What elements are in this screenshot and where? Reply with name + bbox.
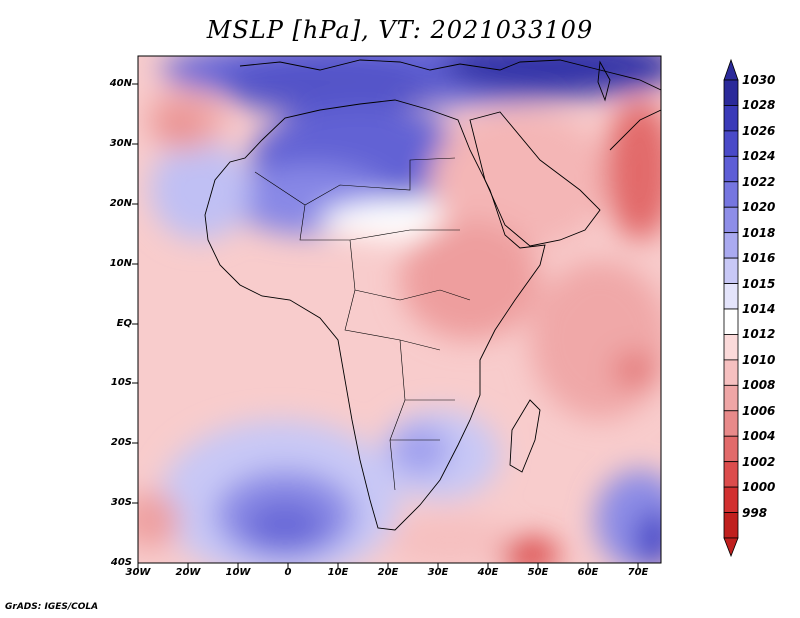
lon-label: 60E (577, 567, 599, 578)
lon-label: 50E (527, 567, 549, 578)
lat-label: 20S (110, 437, 132, 448)
colorbar-swatch (723, 410, 739, 437)
footer-credit: GrADS: IGES/COLA (5, 602, 99, 612)
borders (254, 157, 471, 491)
lat-label: 30S (110, 497, 132, 508)
lon-label: 10E (327, 567, 349, 578)
colorbar-level-label: 1028 (742, 98, 776, 113)
colorbar-top-arrow (723, 58, 739, 81)
lon-label: 40E (477, 567, 499, 578)
lat-label: EQ (116, 318, 132, 329)
colorbar-swatch (723, 486, 739, 513)
plot-frame (137, 55, 662, 564)
colorbar-level-label: 1015 (742, 276, 776, 291)
colorbar-swatch (723, 232, 739, 259)
colorbar-bottom-arrow (723, 537, 739, 558)
colorbar-level-label: 1012 (742, 327, 776, 342)
lon-label: 0 (284, 567, 292, 578)
madagascar-outline (509, 399, 541, 473)
colorbar-swatch (723, 512, 739, 539)
lat-label: 10S (110, 377, 132, 388)
colorbar-swatch (723, 283, 739, 310)
colorbar-swatch (723, 334, 739, 361)
colorbar-swatch (723, 130, 739, 157)
caspian-outline (597, 60, 611, 102)
colorbar-swatch (723, 384, 739, 412)
lat-label: 40N (109, 78, 132, 89)
lon-label: 20E (377, 567, 399, 578)
africa-outline (204, 99, 546, 531)
colorbar-level-label: 1010 (742, 352, 776, 367)
europe-outline (239, 59, 661, 91)
colorbar-level-label: 1002 (742, 454, 776, 469)
lon-label: 70E (627, 567, 649, 578)
lat-label: 10N (109, 258, 132, 269)
lon-label: 30W (125, 567, 151, 578)
colorbar-level-label: 1020 (742, 200, 776, 215)
tick-marks (132, 83, 639, 569)
lat-label: 20N (109, 198, 132, 209)
coastlines (204, 59, 661, 531)
map-title: MSLP [hPa], VT: 2021033109 (206, 16, 594, 44)
colorbar-swatch (723, 181, 739, 208)
colorbar-level-label: 1008 (742, 378, 776, 393)
lon-label: 20W (175, 567, 201, 578)
colorbar-level-label: 1022 (742, 174, 776, 189)
colorbar-level-label: 998 (742, 505, 768, 520)
colorbar-swatch (723, 257, 739, 284)
colorbar-level-label: 1004 (742, 429, 776, 444)
colorbar-level-label: 1018 (742, 225, 776, 240)
colorbar-level-label: 1014 (742, 302, 776, 316)
colorbar-swatch (723, 461, 739, 488)
colorbar-swatch (723, 308, 739, 335)
lon-label: 10W (225, 567, 251, 578)
arabia-outline (469, 111, 601, 247)
colorbar-level-label: 1026 (742, 123, 776, 138)
lat-label: 30N (109, 138, 132, 149)
colorbar-swatch (723, 155, 739, 183)
colorbar-level-label: 1024 (742, 149, 776, 164)
india-outline (609, 109, 661, 151)
colorbar-level-label: 1016 (742, 251, 776, 266)
colorbar-swatch (723, 79, 739, 106)
colorbar-level-label: 1006 (742, 403, 776, 418)
colorbar-level-label: 1030 (742, 73, 776, 87)
colorbar-swatch (723, 435, 739, 463)
lon-label: 30E (427, 567, 449, 578)
pressure-field (138, 56, 661, 563)
lat-label: 40S (110, 557, 132, 568)
colorbar (723, 58, 739, 558)
colorbar-swatch (723, 105, 739, 132)
colorbar-level-label: 1000 (742, 480, 776, 495)
colorbar-swatch (723, 206, 739, 234)
colorbar-swatch (723, 359, 739, 386)
